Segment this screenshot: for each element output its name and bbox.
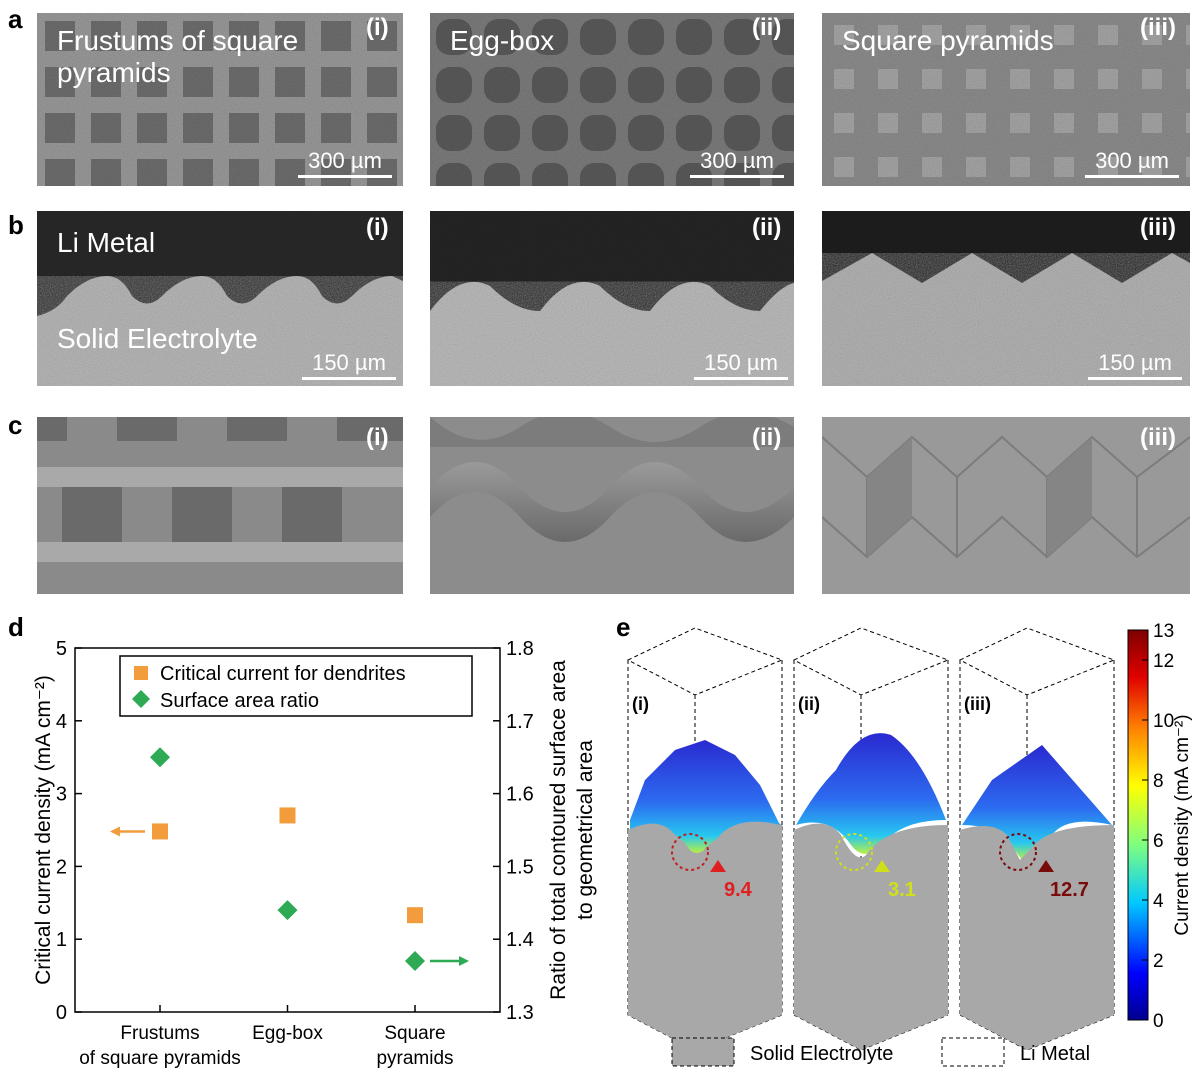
roman-c-iii: (iii) bbox=[1140, 424, 1176, 451]
x-tick-label: of square pyramids bbox=[79, 1048, 241, 1069]
model-roman-ii: (ii) bbox=[798, 694, 820, 714]
scalebar-b-ii: 150 µm bbox=[694, 350, 788, 380]
colorbar-label: Current density (mA cm⁻²) bbox=[1172, 714, 1193, 935]
y-tick-label: 1 bbox=[56, 929, 67, 951]
arrow-left-head bbox=[110, 826, 120, 837]
cross-section-egg-box bbox=[430, 211, 794, 386]
legend-swatch-li bbox=[941, 1037, 1005, 1067]
point-surface-area-ratio bbox=[277, 900, 298, 921]
roman-c-i: (i) bbox=[366, 424, 389, 451]
roman-a-i: (i) bbox=[366, 14, 389, 41]
legend-li-metal: Li Metal bbox=[1020, 1043, 1090, 1065]
sem-image-frustums bbox=[37, 13, 403, 186]
render-square-pyramids bbox=[822, 417, 1190, 594]
roman-b-iii: (iii) bbox=[1140, 214, 1176, 241]
chart-critical-current: 0 1 2 3 4 5 1.3 1.4 1.5 1.6 1.7 1.8 Frustums of squar… bbox=[32, 638, 597, 1069]
roman-c-ii: (ii) bbox=[752, 424, 782, 451]
label-frustums: Frustums of square pyramids bbox=[57, 25, 299, 89]
model-roman-i: (i) bbox=[632, 694, 649, 714]
legend-label-ratio: Surface area ratio bbox=[160, 690, 319, 712]
legend-solid-electrolyte: Solid Electrolyte bbox=[750, 1043, 893, 1065]
point-surface-area-ratio bbox=[405, 951, 425, 972]
arrow-right-head bbox=[459, 956, 469, 967]
legend-marker-square bbox=[134, 666, 148, 680]
roman-b-i: (i) bbox=[366, 214, 389, 241]
colorbar-tick-label: 12 bbox=[1153, 651, 1174, 672]
roman-b-ii: (ii) bbox=[752, 214, 782, 241]
y-tick-label: 0 bbox=[56, 1002, 67, 1024]
scalebar-b-iii: 150 µm bbox=[1088, 350, 1182, 380]
panel-letter-b: b bbox=[8, 210, 24, 240]
chart-legend bbox=[119, 655, 473, 717]
sem-image-egg-box bbox=[430, 13, 794, 186]
colorbar-tick-label: 0 bbox=[1153, 1011, 1164, 1032]
render-egg-box bbox=[430, 417, 794, 594]
roman-a-iii: (iii) bbox=[1140, 14, 1176, 41]
y-tick-label: 3 bbox=[56, 784, 67, 806]
y-tick-label: 2 bbox=[56, 856, 67, 878]
label-li-metal: Li Metal bbox=[57, 227, 156, 258]
colorbar-tick-label: 4 bbox=[1153, 891, 1164, 912]
panel-letter-a: a bbox=[8, 4, 23, 34]
point-surface-area-ratio bbox=[150, 747, 170, 768]
scalebar-a-i: 300 µm bbox=[298, 148, 392, 178]
peak-value-ii: 3.1 bbox=[888, 879, 916, 901]
colorbar-tick-label: 6 bbox=[1153, 831, 1164, 852]
x-tick-label: Egg-box bbox=[252, 1023, 323, 1044]
y-tick-label: 5 bbox=[56, 638, 67, 660]
point-critical-current bbox=[279, 807, 296, 824]
current-density-simulation: 9.4 (i) 3.1 (ii) 12.7 (iii) 02468101213 … bbox=[626, 621, 1193, 1067]
peak-value-iii: 12.7 bbox=[1050, 879, 1089, 901]
sem-image-square-pyramids bbox=[822, 13, 1190, 186]
point-critical-current bbox=[407, 907, 423, 924]
label-square-pyramids: Square pyramids bbox=[842, 25, 1054, 56]
point-critical-current bbox=[152, 823, 168, 840]
legend-label-critical: Critical current for dendrites bbox=[160, 663, 406, 685]
model-square-pyramids: 12.7 (iii) bbox=[958, 627, 1116, 1051]
roman-a-ii: (ii) bbox=[752, 14, 782, 41]
legend-marker-diamond bbox=[132, 690, 150, 708]
colorbar-tick-label: 2 bbox=[1153, 951, 1164, 972]
y2-tick-label: 1.4 bbox=[506, 929, 534, 951]
model-egg-box: 3.1 (ii) bbox=[792, 627, 950, 1051]
y2-axis-label: to geometrical area bbox=[574, 740, 597, 920]
y-tick-label: 4 bbox=[56, 711, 67, 733]
colorbar-tick-label: 10 bbox=[1153, 711, 1174, 732]
scalebar-a-iii: 300 µm bbox=[1085, 148, 1179, 178]
scalebar-b-i: 150 µm bbox=[302, 350, 396, 380]
cross-section-square-pyramids bbox=[822, 211, 1190, 386]
y2-tick-label: 1.5 bbox=[506, 856, 534, 878]
render-frustums bbox=[37, 417, 403, 594]
x-tick-label: pyramids bbox=[376, 1048, 453, 1069]
model-roman-iii: (iii) bbox=[964, 694, 991, 714]
colorbar bbox=[1127, 629, 1149, 1021]
label-egg-box: Egg-box bbox=[450, 25, 555, 56]
y2-tick-label: 1.8 bbox=[506, 638, 534, 660]
model-frustums: 9.4 (i) bbox=[626, 627, 784, 1051]
panel-letter-e: e bbox=[616, 612, 631, 642]
panel-letter-c: c bbox=[8, 410, 23, 440]
colorbar-tick-label: 8 bbox=[1153, 771, 1164, 792]
y2-tick-label: 1.3 bbox=[506, 1002, 534, 1024]
y2-tick-label: 1.6 bbox=[506, 784, 534, 806]
legend-swatch-solid bbox=[671, 1037, 735, 1067]
y2-tick-label: 1.7 bbox=[506, 711, 534, 733]
x-tick-label: Frustums bbox=[120, 1023, 199, 1044]
peak-value-i: 9.4 bbox=[724, 879, 753, 901]
scalebar-a-ii: 300 µm bbox=[690, 148, 784, 178]
y-axis-label: Critical current density (mA cm⁻²) bbox=[32, 675, 55, 985]
label-solid-electrolyte: Solid Electrolyte bbox=[57, 323, 258, 354]
x-tick-label: Square bbox=[384, 1023, 445, 1044]
panel-letter-d: d bbox=[8, 612, 24, 642]
colorbar-tick-label: 13 bbox=[1153, 621, 1174, 642]
cross-section-frustums bbox=[37, 211, 403, 386]
y2-axis-label: Ratio of total contoured surface area bbox=[547, 660, 570, 1000]
